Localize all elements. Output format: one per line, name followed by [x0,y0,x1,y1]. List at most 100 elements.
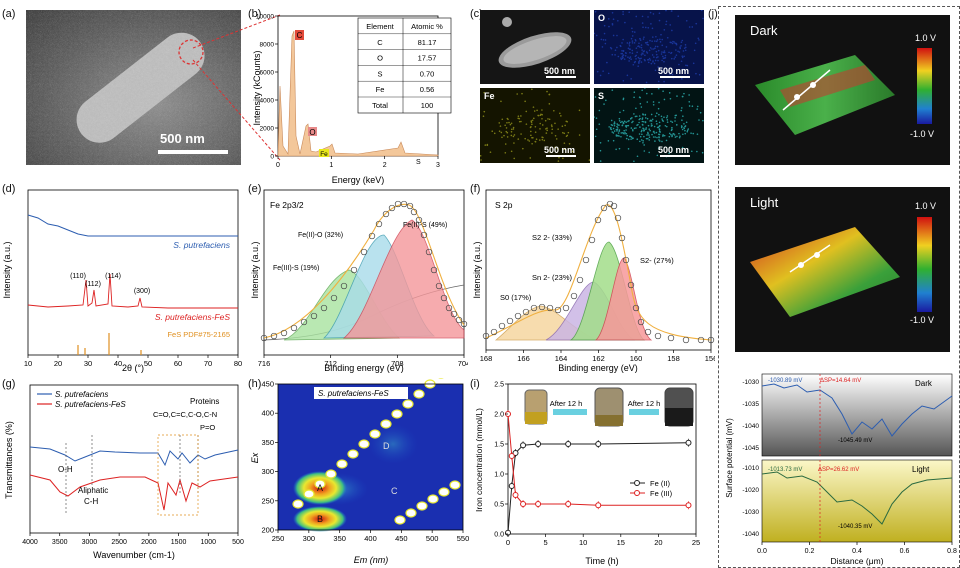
iron-point [565,441,572,447]
map-dot [633,127,636,130]
dark-ann-end: -1045.49 mV [838,438,872,444]
map-dot [641,22,644,24]
map-dot [613,124,616,127]
map-dot [652,101,655,103]
map-dot [647,131,649,134]
map-dot [695,72,697,75]
kpfm-line-profiles: 0.0 0.2 0.4 0.6 0.8 -1030 -1035 -1040 -1045 -101… [725,373,957,566]
map-dot [681,128,684,131]
map-dot [647,58,650,61]
map-dot [512,126,515,129]
map-dot [504,124,506,127]
map-dot [633,42,636,44]
peak-c-label: C [297,31,303,40]
map-dot [665,116,668,119]
map-dot [541,109,543,111]
map-dot [599,142,602,144]
map-dot [618,119,621,122]
map-dot [517,138,520,140]
map-dot [627,47,630,50]
map-dot [614,54,616,56]
map-dot [551,132,553,134]
map-dot [660,33,662,36]
map-dot [647,61,650,64]
map-dot [631,121,633,124]
x-tick-label: 70 [204,359,212,368]
kpfm-profile-dark-title: Dark [915,379,933,388]
map-dot [698,119,700,121]
map-dot [612,132,615,134]
map-dot [662,55,664,58]
map-dot [661,119,664,122]
map-dot [690,150,693,153]
map-dot [635,15,638,18]
map-dot [554,146,556,149]
map-dot [674,114,677,117]
map-dot [669,97,672,100]
map-dot [642,50,645,53]
ftir-ann-aliphatic: Aliphatic [78,486,108,495]
data-point [368,232,376,240]
map-dot [627,124,630,127]
y-tick-label: -1040 [742,423,759,430]
map-dot [655,35,657,38]
map-dot [617,132,620,134]
map-dot [479,154,482,157]
map-dot [640,61,643,63]
map-dot [680,126,683,129]
x-tick-label: 708 [391,359,404,368]
map-dot [663,134,666,137]
data-point [425,248,433,256]
map-dot [670,10,673,12]
map-dot [529,157,532,159]
map-dot [658,19,661,22]
data-point [576,276,584,284]
map-dot [697,37,700,40]
map-dot [648,136,651,138]
light-profile-line [761,471,953,525]
map-dot [510,150,513,153]
map-dot [545,128,547,130]
map-dot [642,113,644,115]
map-dot [653,62,656,65]
map-dot [686,130,689,133]
map-dot [629,51,631,54]
x-tick-label: 168 [480,354,493,363]
map-dot [676,95,678,97]
rayleigh-spot [325,469,337,479]
map-dot [656,123,658,125]
y-tick-label: 450 [261,380,274,389]
map-dot [560,115,562,117]
eem-label-a: A [317,483,323,493]
map-dot [649,129,651,132]
panel-label-i: (i) [470,378,480,390]
map-dot [633,61,636,64]
map-dot [599,74,602,77]
map-dot [683,47,686,49]
map-dot [622,97,625,100]
map-dot [631,40,634,42]
map-dot [661,51,663,53]
data-point [627,281,635,289]
data-point [637,318,645,326]
map-dot [628,60,630,62]
xrd-x-axis-label: 2θ (°) [122,363,144,373]
xrd-legend-ref: FeS PDF#75-2165 [167,330,230,339]
map-dot [633,91,636,94]
map-dot [555,138,558,140]
map-dot [628,41,631,44]
iron-x-axis-label: Time (h) [585,556,618,566]
map-dot [529,126,532,129]
map-dot [646,43,649,46]
map-dot [561,125,564,128]
map-dot [657,59,659,62]
map-dot [659,38,661,41]
vial-step-2: After 12 h [628,399,661,408]
kpfm-x-axis-label: Distance (μm) [830,556,883,566]
map-dot [641,129,643,132]
x-tick-label: 400 [364,534,377,543]
map-dot [603,24,606,27]
light-ann-end: -1040.35 mV [838,524,872,530]
map-dot [668,135,671,138]
map-dot [596,70,599,73]
